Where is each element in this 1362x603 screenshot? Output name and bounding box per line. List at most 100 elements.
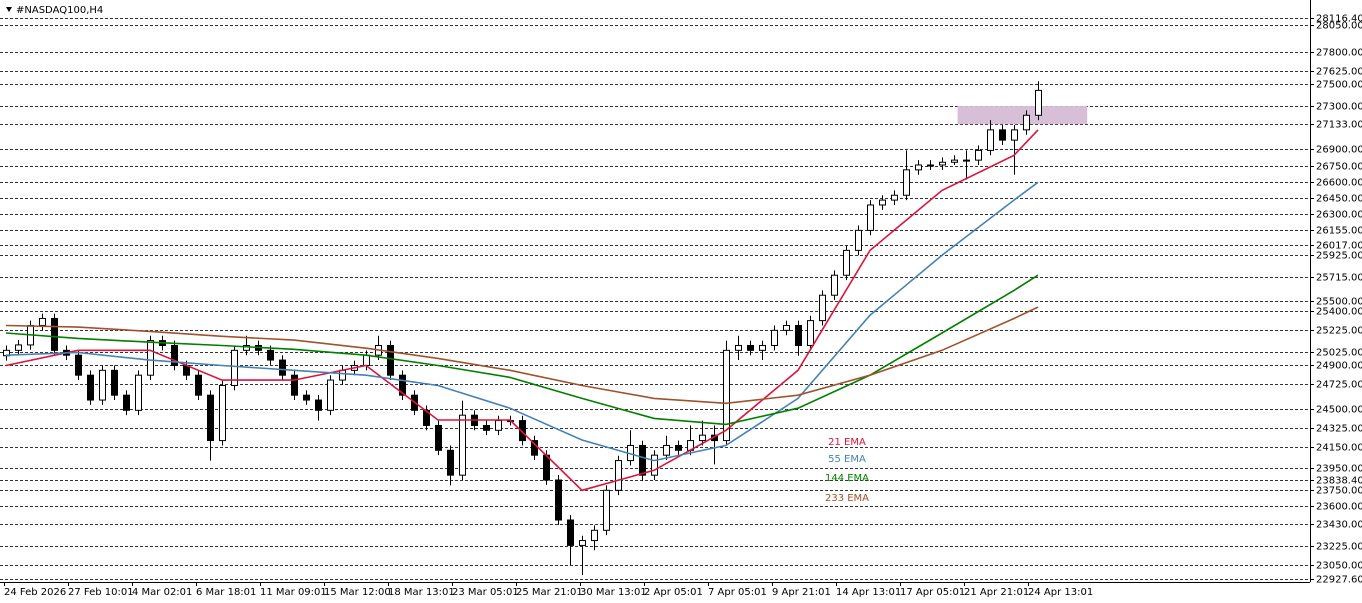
candle-body xyxy=(639,444,646,476)
y-tick-label: 24150.00 xyxy=(1316,443,1362,454)
candle-body xyxy=(987,129,994,151)
candle-body xyxy=(771,329,778,346)
x-tick-label: 18 Mar 13:01 xyxy=(388,587,455,598)
y-tick-label: 25025.00 xyxy=(1316,348,1362,359)
menu-arrow[interactable] xyxy=(6,7,12,12)
candle-body xyxy=(615,460,622,491)
x-tick-label: 6 Mar 18:01 xyxy=(196,587,256,598)
candle-body xyxy=(111,369,118,396)
x-tick-label: 23 Mar 05:01 xyxy=(452,587,519,598)
candle-body xyxy=(591,529,598,542)
candle-body xyxy=(315,399,322,411)
ema-line xyxy=(5,181,1039,462)
candle-body xyxy=(39,317,46,326)
y-tick-label: 25400.00 xyxy=(1316,307,1362,318)
y-tick-label: 23950.00 xyxy=(1316,464,1362,475)
y-tick-label: 27133.00 xyxy=(1316,120,1362,131)
candle-body xyxy=(819,294,826,322)
y-tick-label: 25500.00 xyxy=(1316,297,1362,308)
y-tick-label: 27300.00 xyxy=(1316,102,1362,113)
candle-body xyxy=(303,394,310,401)
y-tick-label: 26155.00 xyxy=(1316,226,1362,237)
candle-body xyxy=(927,164,934,167)
candle-body xyxy=(327,379,334,411)
y-tick-label: 26017.00 xyxy=(1316,241,1362,252)
y-tick-label: 26300.00 xyxy=(1316,210,1362,221)
y-tick-label: 26450.00 xyxy=(1316,194,1362,205)
candle-body xyxy=(783,324,790,331)
candle-body xyxy=(879,199,886,206)
candle-body xyxy=(567,519,574,546)
candle-body xyxy=(519,420,526,442)
chart-title: #NASDAQ100,H4 xyxy=(16,5,103,16)
candle-body xyxy=(147,340,154,376)
y-tick-label: 27500.00 xyxy=(1316,80,1362,91)
candle-body xyxy=(975,149,982,161)
candle-body xyxy=(543,454,550,481)
candle-body xyxy=(747,344,754,351)
y-tick-label: 25225.00 xyxy=(1316,326,1362,337)
candle-body xyxy=(339,369,346,381)
candle-body xyxy=(123,394,130,411)
x-tick-label: 24 Apr 13:01 xyxy=(1028,587,1093,598)
candle-body xyxy=(87,374,94,401)
candle-body xyxy=(699,434,706,442)
y-tick-label: 24725.00 xyxy=(1316,380,1362,391)
candle-body xyxy=(663,444,670,456)
ema-line xyxy=(5,306,1039,405)
ema-line xyxy=(5,129,1039,492)
candle-body xyxy=(387,344,394,376)
candle-body xyxy=(1011,129,1018,141)
candle-body xyxy=(459,414,466,476)
candle-body xyxy=(963,159,970,162)
candle-body xyxy=(75,354,82,376)
y-tick-label: 23600.00 xyxy=(1316,502,1362,513)
candle-body xyxy=(903,169,910,196)
x-tick-label: 24 Feb 2026 xyxy=(4,587,66,598)
candle-body xyxy=(291,374,298,396)
y-tick-label: 28050.00 xyxy=(1316,21,1362,32)
candle-body xyxy=(15,344,22,351)
candle-body xyxy=(447,449,454,476)
y-tick-label: 26600.00 xyxy=(1316,178,1362,189)
x-tick-label: 27 Feb 10:01 xyxy=(68,587,134,598)
x-tick-label: 14 Apr 13:01 xyxy=(836,587,901,598)
y-tick-label: 23430.00 xyxy=(1316,520,1362,531)
candle-body xyxy=(495,420,502,431)
y-tick-label: 26750.00 xyxy=(1316,162,1362,173)
y-tick-label: 23050.00 xyxy=(1316,561,1362,572)
ema-line xyxy=(5,274,1039,426)
y-tick-label: 23225.00 xyxy=(1316,542,1362,553)
candle-body xyxy=(807,320,814,346)
y-tick-label: 24900.00 xyxy=(1316,361,1362,372)
candle-body xyxy=(723,349,730,442)
candle-body xyxy=(951,159,958,163)
x-tick-label: 21 Apr 21:01 xyxy=(964,587,1029,598)
y-tick-label: 23838.40 xyxy=(1316,476,1362,487)
candle-body xyxy=(195,374,202,396)
candle-body xyxy=(171,344,178,366)
y-tick-label: 28116.40 xyxy=(1316,14,1362,25)
candle-body xyxy=(891,194,898,201)
candle-body xyxy=(831,274,838,296)
candle-body xyxy=(435,424,442,451)
y-tick-label: 24325.00 xyxy=(1316,424,1362,435)
y-tick-label: 25925.00 xyxy=(1316,251,1362,262)
candle-body xyxy=(207,394,214,442)
candle-body xyxy=(51,317,58,351)
x-tick-label: 25 Mar 21:01 xyxy=(516,587,583,598)
candle-body xyxy=(1035,89,1042,116)
candle-body xyxy=(855,229,862,251)
x-tick-label: 30 Mar 13:01 xyxy=(580,587,647,598)
candle-body xyxy=(219,384,226,442)
candle-body xyxy=(483,424,490,431)
candle-body xyxy=(603,489,610,531)
candle-body xyxy=(939,161,946,166)
candle-body xyxy=(915,164,922,171)
x-tick-label: 7 Apr 05:01 xyxy=(708,587,767,598)
x-tick-label: 15 Mar 12:00 xyxy=(324,587,391,598)
candle-body xyxy=(243,344,250,351)
candle-body xyxy=(759,344,766,351)
